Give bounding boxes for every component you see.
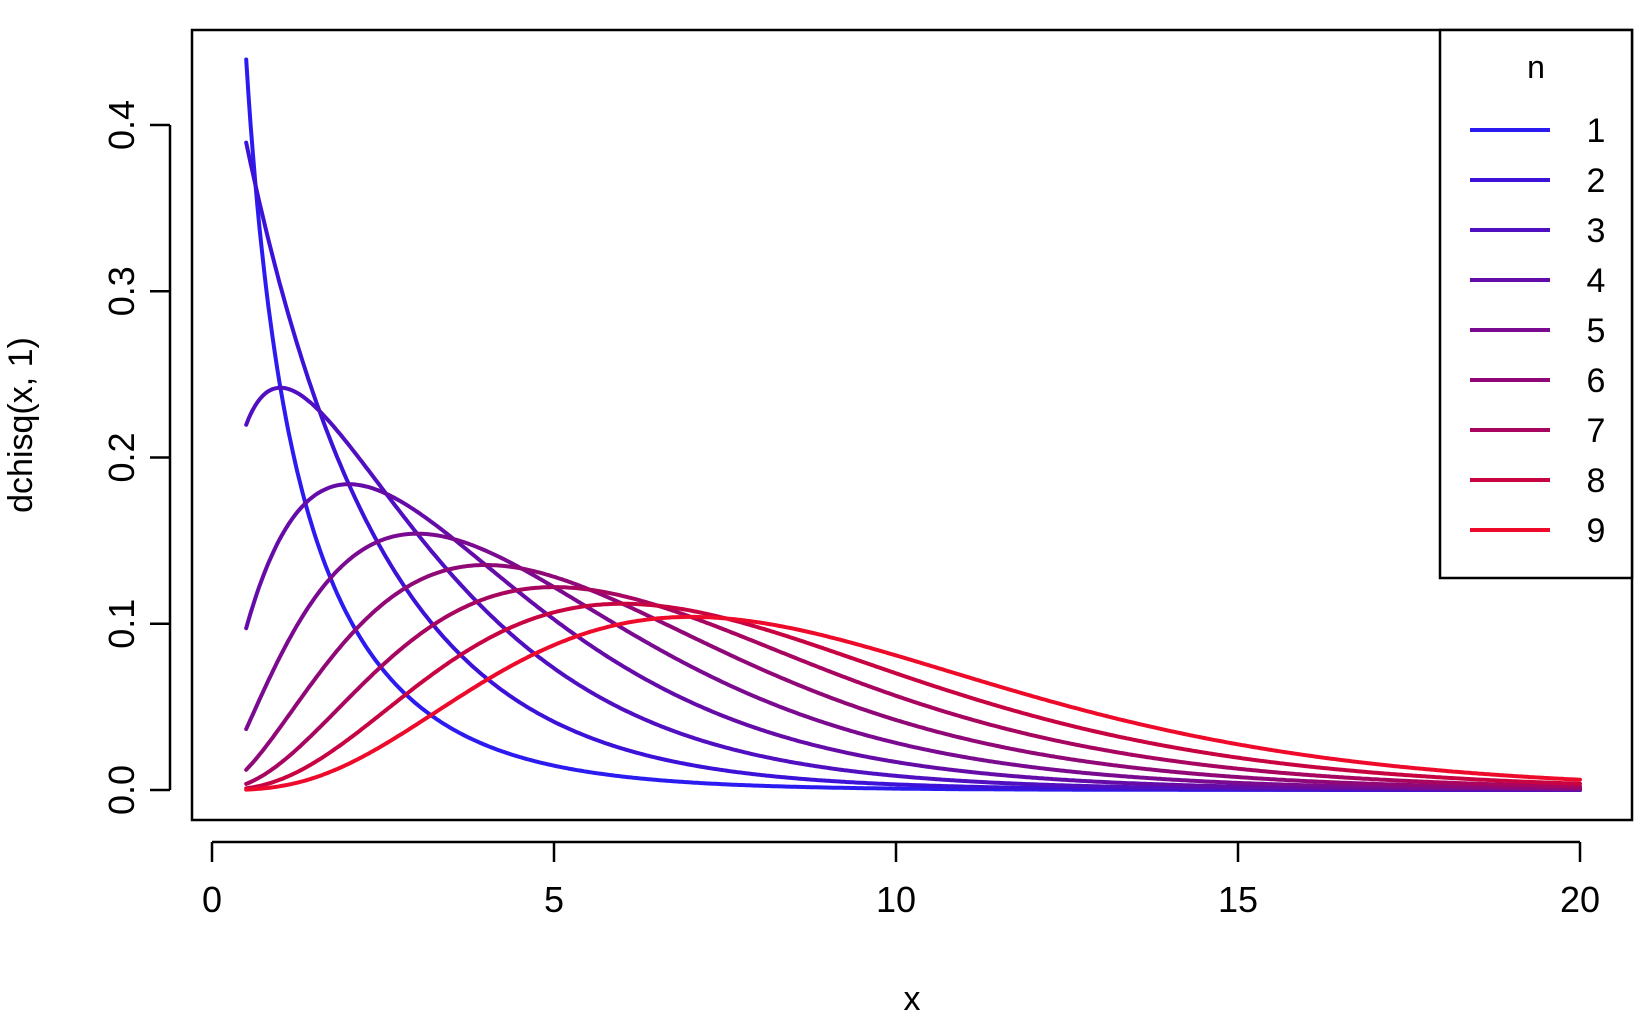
legend-label: 1: [1587, 112, 1606, 150]
legend-entry: 6: [1470, 362, 1605, 400]
legend-entries: 1 2 3 4 5 6 7 8 9: [1470, 112, 1605, 550]
legend-label: 6: [1587, 362, 1606, 400]
y-axis: 0.0 0.1 0.2 0.3 0.4: [101, 100, 172, 815]
x-tick-label: 5: [544, 879, 564, 920]
legend-entry: 9: [1470, 512, 1605, 550]
x-tick-label: 15: [1218, 879, 1258, 920]
y-tick-label: 0.0: [101, 765, 142, 815]
series-line-5: [244, 531, 1582, 792]
legend-label: 7: [1587, 412, 1606, 450]
legend-entry: 7: [1470, 412, 1605, 450]
legend-label: 5: [1587, 312, 1606, 350]
legend-box: [1438, 28, 1634, 580]
series-line-8: [244, 601, 1582, 791]
legend-label: 8: [1587, 462, 1606, 500]
series-line-4: [244, 482, 1582, 792]
legend-entry: 5: [1470, 312, 1605, 350]
series-line-9: [244, 614, 1582, 792]
x-tick-label: 0: [202, 879, 222, 920]
series-line-2: [244, 140, 1582, 792]
legend-entry: 4: [1470, 262, 1605, 300]
legend-label: 3: [1587, 212, 1606, 250]
y-axis-title: dchisq(x, 1): [2, 337, 40, 513]
series-line-7: [244, 585, 1582, 789]
series-line-3: [244, 385, 1582, 792]
series-line-6: [244, 563, 1582, 791]
y-tick-label: 0.4: [101, 100, 142, 150]
y-tick-label: 0.3: [101, 266, 142, 316]
series-lines: [244, 57, 1582, 792]
legend-entry: 1: [1470, 112, 1605, 150]
legend-title: n: [1527, 49, 1545, 85]
legend-label: 2: [1587, 162, 1606, 200]
legend-entry: 3: [1470, 212, 1605, 250]
legend-label: 4: [1587, 262, 1606, 300]
legend: n 1 2 3 4 5 6 7 8 9: [1438, 28, 1634, 580]
x-tick-label: 10: [876, 879, 916, 920]
x-tick-label: 20: [1560, 879, 1600, 920]
x-axis: 0 5 10 15 20: [202, 840, 1600, 920]
x-axis-title: x: [904, 980, 921, 1018]
legend-entry: 8: [1470, 462, 1605, 500]
y-tick-label: 0.1: [101, 599, 142, 649]
legend-label: 9: [1587, 512, 1606, 550]
legend-entry: 2: [1470, 162, 1605, 200]
y-tick-label: 0.2: [101, 432, 142, 482]
